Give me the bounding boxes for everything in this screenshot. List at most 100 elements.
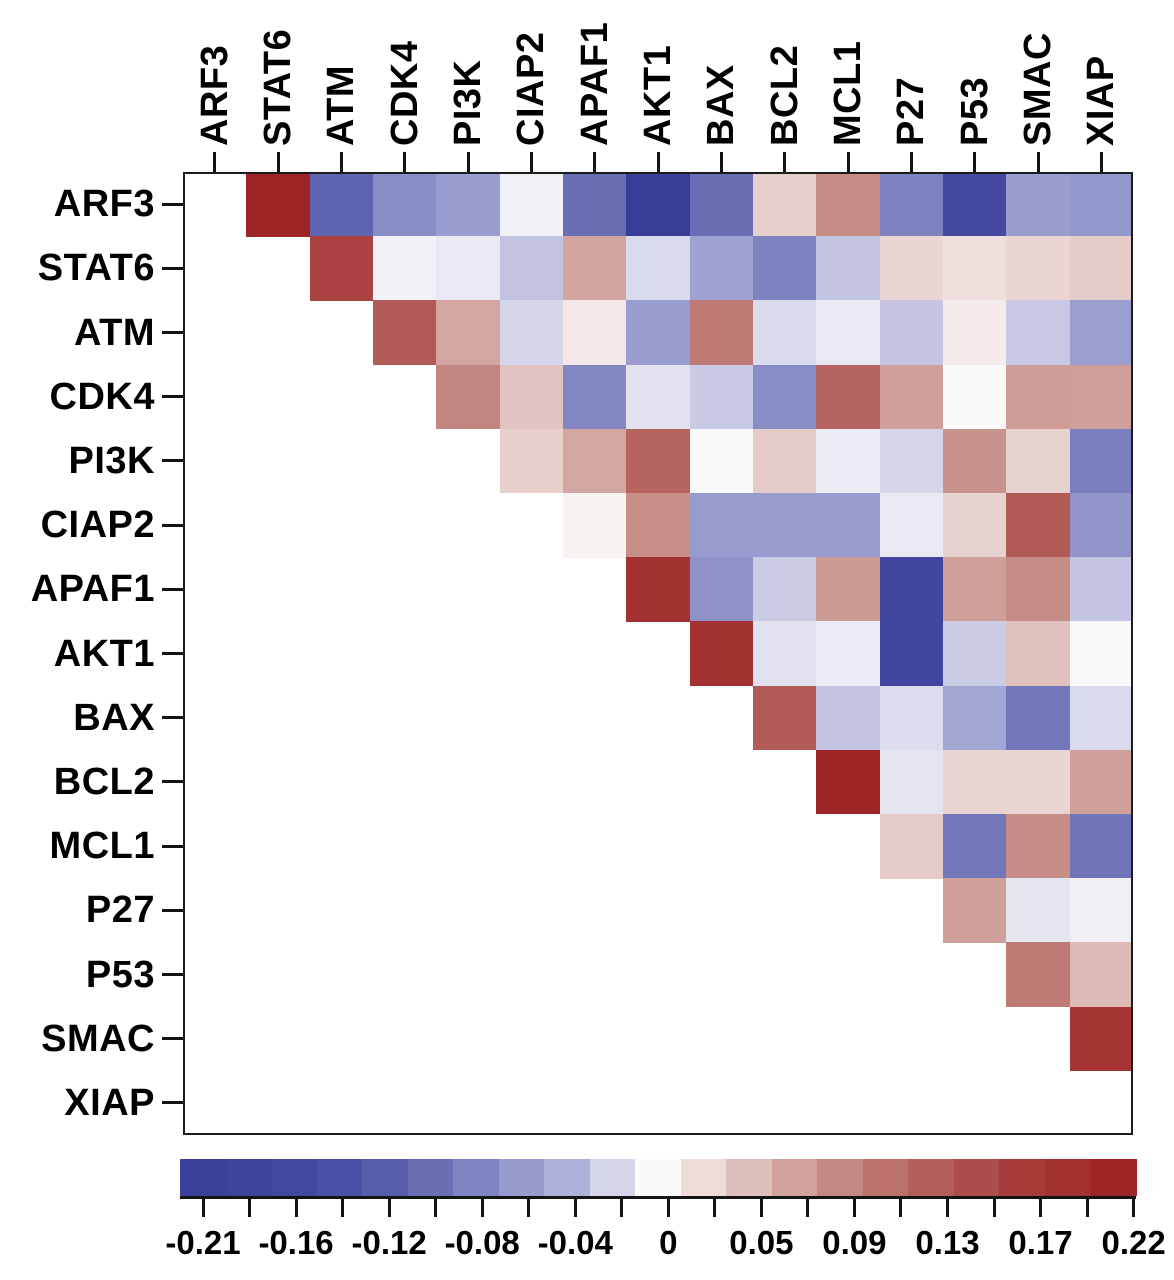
heatmap-cell	[943, 621, 1007, 687]
heatmap-cell	[499, 364, 564, 430]
row-label: XIAP	[64, 1081, 155, 1124]
column-label: XIAP	[1080, 55, 1123, 146]
top-axis-tick	[466, 152, 470, 172]
colorbar-tick-label: -0.12	[351, 1224, 427, 1261]
top-axis-tick	[783, 152, 787, 172]
heatmap-cell	[943, 300, 1007, 366]
column-label: P27	[890, 76, 933, 146]
colorbar-tick	[806, 1196, 810, 1217]
heatmap-cell	[1069, 428, 1134, 494]
row-label: P53	[85, 953, 155, 996]
heatmap-cell	[879, 172, 944, 237]
colorbar-tick-label: -0.16	[258, 1224, 334, 1261]
left-axis-tick	[162, 331, 183, 334]
colorbar-tick-label: 0.13	[915, 1224, 980, 1261]
heatmap-cell	[1069, 878, 1134, 943]
colorbar-tick	[527, 1196, 531, 1217]
colorbar-segment	[362, 1159, 409, 1196]
heatmap-cell	[879, 364, 944, 430]
top-axis-tick	[719, 152, 723, 172]
heatmap-cell	[816, 557, 881, 622]
colorbar-segment	[498, 1159, 545, 1196]
row-label: CDK4	[49, 375, 155, 418]
colorbar-tick	[713, 1196, 717, 1217]
heatmap-frame	[183, 172, 1133, 1135]
heatmap-cell	[1006, 236, 1071, 301]
colorbar-tick-label: 0.17	[1008, 1224, 1073, 1261]
colorbar-segment	[999, 1159, 1046, 1196]
heatmap-cell	[309, 236, 374, 301]
heatmap-cell	[563, 364, 627, 430]
heatmap-cell	[753, 300, 817, 366]
heatmap-cell	[943, 878, 1007, 943]
heatmap-cell	[309, 172, 374, 237]
heatmap-cell	[1069, 814, 1134, 879]
heatmap-cell	[1006, 814, 1071, 879]
row-label: MCL1	[49, 825, 155, 868]
heatmap-cell	[499, 236, 564, 301]
heatmap-cell	[943, 364, 1007, 430]
heatmap-cell	[879, 557, 944, 622]
heatmap-cell	[753, 172, 817, 237]
heatmap-cell	[943, 428, 1007, 494]
colorbar-segment	[1044, 1159, 1092, 1196]
top-axis-tick	[339, 152, 343, 172]
left-axis-tick	[162, 459, 183, 463]
heatmap-cell	[626, 236, 691, 301]
column-label: CIAP2	[510, 31, 553, 146]
heatmap-cell	[436, 172, 501, 237]
heatmap-cell	[1006, 942, 1071, 1008]
heatmap-cell	[436, 364, 501, 430]
heatmap-cell	[816, 749, 881, 815]
row-label: STAT6	[37, 247, 155, 290]
heatmap-cell	[689, 236, 754, 301]
colorbar-tick	[899, 1196, 903, 1217]
left-axis-tick	[162, 523, 183, 527]
top-axis-tick	[529, 152, 533, 172]
colorbar-tick	[341, 1196, 345, 1217]
column-label: MCL1	[827, 40, 869, 146]
heatmap-cell	[373, 172, 437, 237]
colorbar-segment	[680, 1159, 727, 1196]
heatmap-cell	[879, 814, 944, 879]
heatmap-cell	[1006, 172, 1071, 237]
left-axis-tick	[162, 266, 183, 270]
colorbar-segment	[726, 1159, 773, 1196]
heatmap-cell	[753, 621, 817, 687]
heatmap-cell	[879, 300, 944, 366]
heatmap-cell	[1006, 493, 1071, 558]
colorbar-segment	[407, 1159, 454, 1196]
column-label: AKT1	[637, 44, 679, 146]
heatmap-cell	[1069, 621, 1134, 687]
heatmap-cell	[879, 749, 944, 815]
colorbar-tick	[248, 1196, 252, 1217]
heatmap-cell	[373, 300, 437, 366]
heatmap-cell	[1069, 749, 1134, 815]
column-label: STAT6	[257, 28, 299, 146]
colorbar-tick	[620, 1196, 624, 1217]
colorbar-tick	[294, 1196, 298, 1217]
colorbar-tick	[759, 1196, 763, 1217]
heatmap-cell	[816, 300, 881, 366]
top-axis-tick	[846, 152, 850, 172]
heatmap-cell	[563, 428, 627, 494]
heatmap-cell	[1069, 300, 1134, 366]
heatmap-cell	[1069, 493, 1134, 558]
colorbar-tick	[201, 1196, 205, 1217]
colorbar-tick	[1132, 1196, 1136, 1217]
heatmap-cell	[689, 172, 754, 237]
left-axis-tick	[162, 780, 183, 784]
column-label: PI3K	[447, 59, 489, 146]
heatmap-cell	[499, 428, 564, 494]
heatmap-cell	[1069, 942, 1134, 1008]
row-label: CIAP2	[40, 504, 155, 547]
heatmap-cell	[1069, 172, 1134, 237]
row-label: SMAC	[41, 1017, 155, 1060]
heatmap-cell	[943, 172, 1007, 237]
colorbar-tick	[387, 1196, 391, 1217]
heatmap-cell	[246, 172, 311, 237]
row-label: PI3K	[68, 439, 155, 482]
row-label: P27	[85, 889, 155, 932]
heatmap-cell	[1069, 685, 1134, 751]
colorbar-tick	[945, 1196, 949, 1217]
